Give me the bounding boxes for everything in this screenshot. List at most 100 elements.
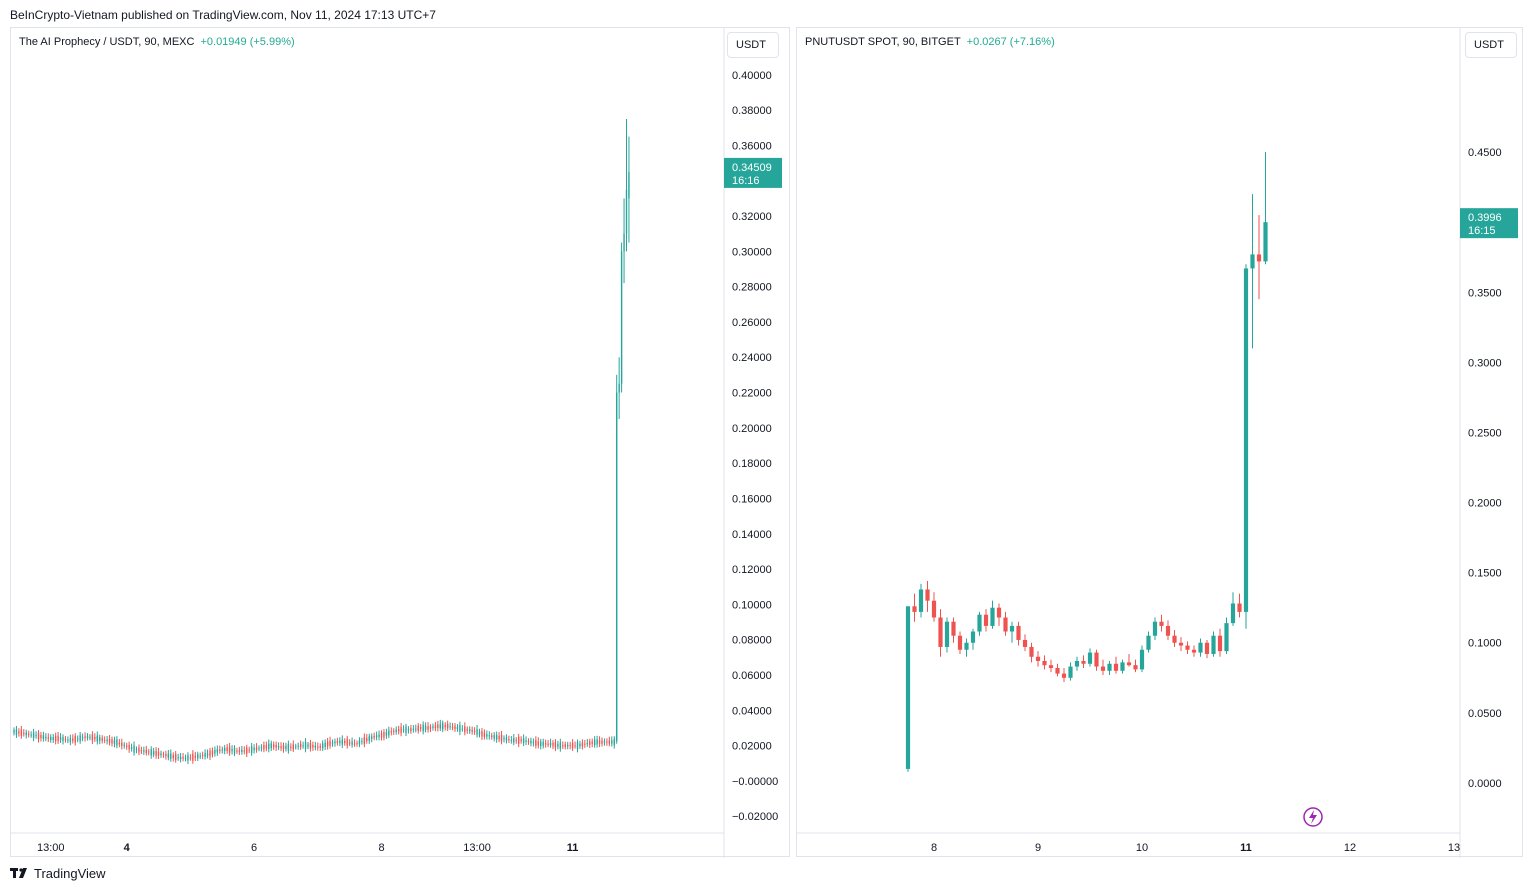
candle-body [67, 739, 69, 741]
candle-body [925, 589, 930, 601]
candle-body [130, 747, 133, 749]
candle-body [576, 742, 579, 749]
candle-body [620, 251, 623, 384]
y-tick-label: 0.26000 [732, 317, 772, 329]
y-tick-label: 0.38000 [732, 105, 772, 117]
candle-body [454, 725, 456, 730]
candle-body [552, 742, 554, 747]
right-chart-canvas[interactable]: 0.4500 0.3500 0.3000 0.2500 0.2000 0.1500 0.10… [797, 28, 1524, 858]
y-tick-label: 0.06000 [732, 670, 772, 682]
candle-body [59, 737, 62, 740]
candle-body [601, 740, 603, 744]
candle-body [476, 729, 478, 735]
candle-body [481, 731, 483, 737]
left-unit-button[interactable]: USDT [727, 32, 779, 58]
candle-body [420, 727, 422, 729]
candle-body [138, 747, 140, 753]
candle-body [273, 744, 275, 748]
candle-body [290, 746, 292, 748]
candle-body [623, 233, 625, 252]
candle-body [170, 753, 172, 759]
candle-body [990, 607, 995, 626]
candle-body [562, 745, 564, 747]
candle-body [99, 737, 101, 741]
candle-body [520, 739, 522, 742]
x-tick-label: 6 [251, 842, 257, 854]
y-tick-label: 0.3500 [1468, 287, 1502, 299]
candle-body [486, 734, 488, 737]
candle-body [395, 729, 397, 733]
footer-brand-text: TradingView [34, 866, 106, 881]
candle-body [346, 738, 348, 746]
candle-body [579, 743, 581, 747]
candle-body [466, 729, 468, 731]
y-tick-label: 0.3000 [1468, 357, 1502, 369]
candle-body [461, 728, 464, 730]
y-tick-label: 0.4500 [1468, 147, 1502, 159]
candle-body [194, 755, 196, 758]
y-tick-label: 0.20000 [732, 423, 772, 435]
candle-body [385, 732, 388, 736]
candle-body [366, 738, 368, 742]
candle-body [1081, 660, 1086, 664]
candle-body [510, 739, 513, 741]
candle-body [238, 750, 241, 752]
candle-body [424, 726, 427, 730]
candle-body [434, 725, 437, 729]
candle-body [1191, 649, 1197, 653]
candle-body [231, 749, 233, 752]
candle-body [1185, 645, 1190, 650]
candle-body [236, 750, 238, 752]
bar-countdown-label: 16:15 [1468, 225, 1496, 237]
candle-body [356, 743, 358, 745]
candle-body [397, 729, 400, 732]
left-chart-canvas[interactable]: 0.400000.380000.360000.340000.320000.300… [11, 28, 791, 858]
candle-body [221, 749, 223, 751]
candle-body [446, 723, 449, 729]
candle-body [361, 741, 363, 743]
candle-body [280, 746, 282, 749]
candle-body [37, 732, 40, 740]
chart-panel-right[interactable]: 0.4500 0.3500 0.3000 0.2500 0.2000 0.1500 0.10… [796, 27, 1524, 858]
y-tick-label: −0.02000 [732, 811, 778, 823]
candle-body [970, 631, 976, 643]
candle-body [598, 740, 601, 744]
candle-body [135, 749, 138, 751]
candle-body [532, 741, 535, 744]
candle-body [192, 753, 194, 761]
last-price-label: 0.34509 [732, 162, 772, 174]
footer-brand[interactable]: TradingView [10, 866, 106, 881]
chart-panel-left[interactable]: 0.400000.380000.360000.340000.320000.300… [10, 27, 791, 858]
candle-body [412, 728, 415, 730]
candle-body [334, 741, 336, 744]
candle-body [918, 589, 924, 612]
candle-body [951, 621, 956, 636]
candle-body [483, 732, 486, 737]
y-tick-label: 0.2000 [1468, 498, 1502, 510]
y-tick-label: 0.08000 [732, 635, 772, 647]
candle-body [111, 739, 113, 744]
candle-body [224, 747, 226, 751]
candle-body [282, 745, 285, 750]
lightning-event-icon[interactable] [1303, 807, 1323, 827]
candle-body [155, 750, 157, 756]
candle-body [429, 726, 432, 729]
candle-body [243, 750, 245, 752]
candle-body [101, 738, 103, 741]
candle-body [554, 742, 557, 748]
candle-body [103, 739, 106, 741]
y-tick-label: 0.32000 [732, 211, 772, 223]
candle-body [938, 617, 943, 647]
right-unit-button[interactable]: USDT [1465, 32, 1517, 58]
bar-countdown-label: 16:16 [732, 175, 760, 187]
candle-body [586, 743, 588, 745]
candle-body [172, 754, 174, 759]
candle-body [182, 757, 184, 759]
candle-body [307, 744, 309, 747]
candle-body [15, 728, 18, 735]
candle-body [219, 749, 221, 752]
candle-body [931, 600, 937, 618]
candle-body [302, 745, 304, 747]
candle-body [547, 743, 549, 745]
candle-body [473, 730, 476, 732]
